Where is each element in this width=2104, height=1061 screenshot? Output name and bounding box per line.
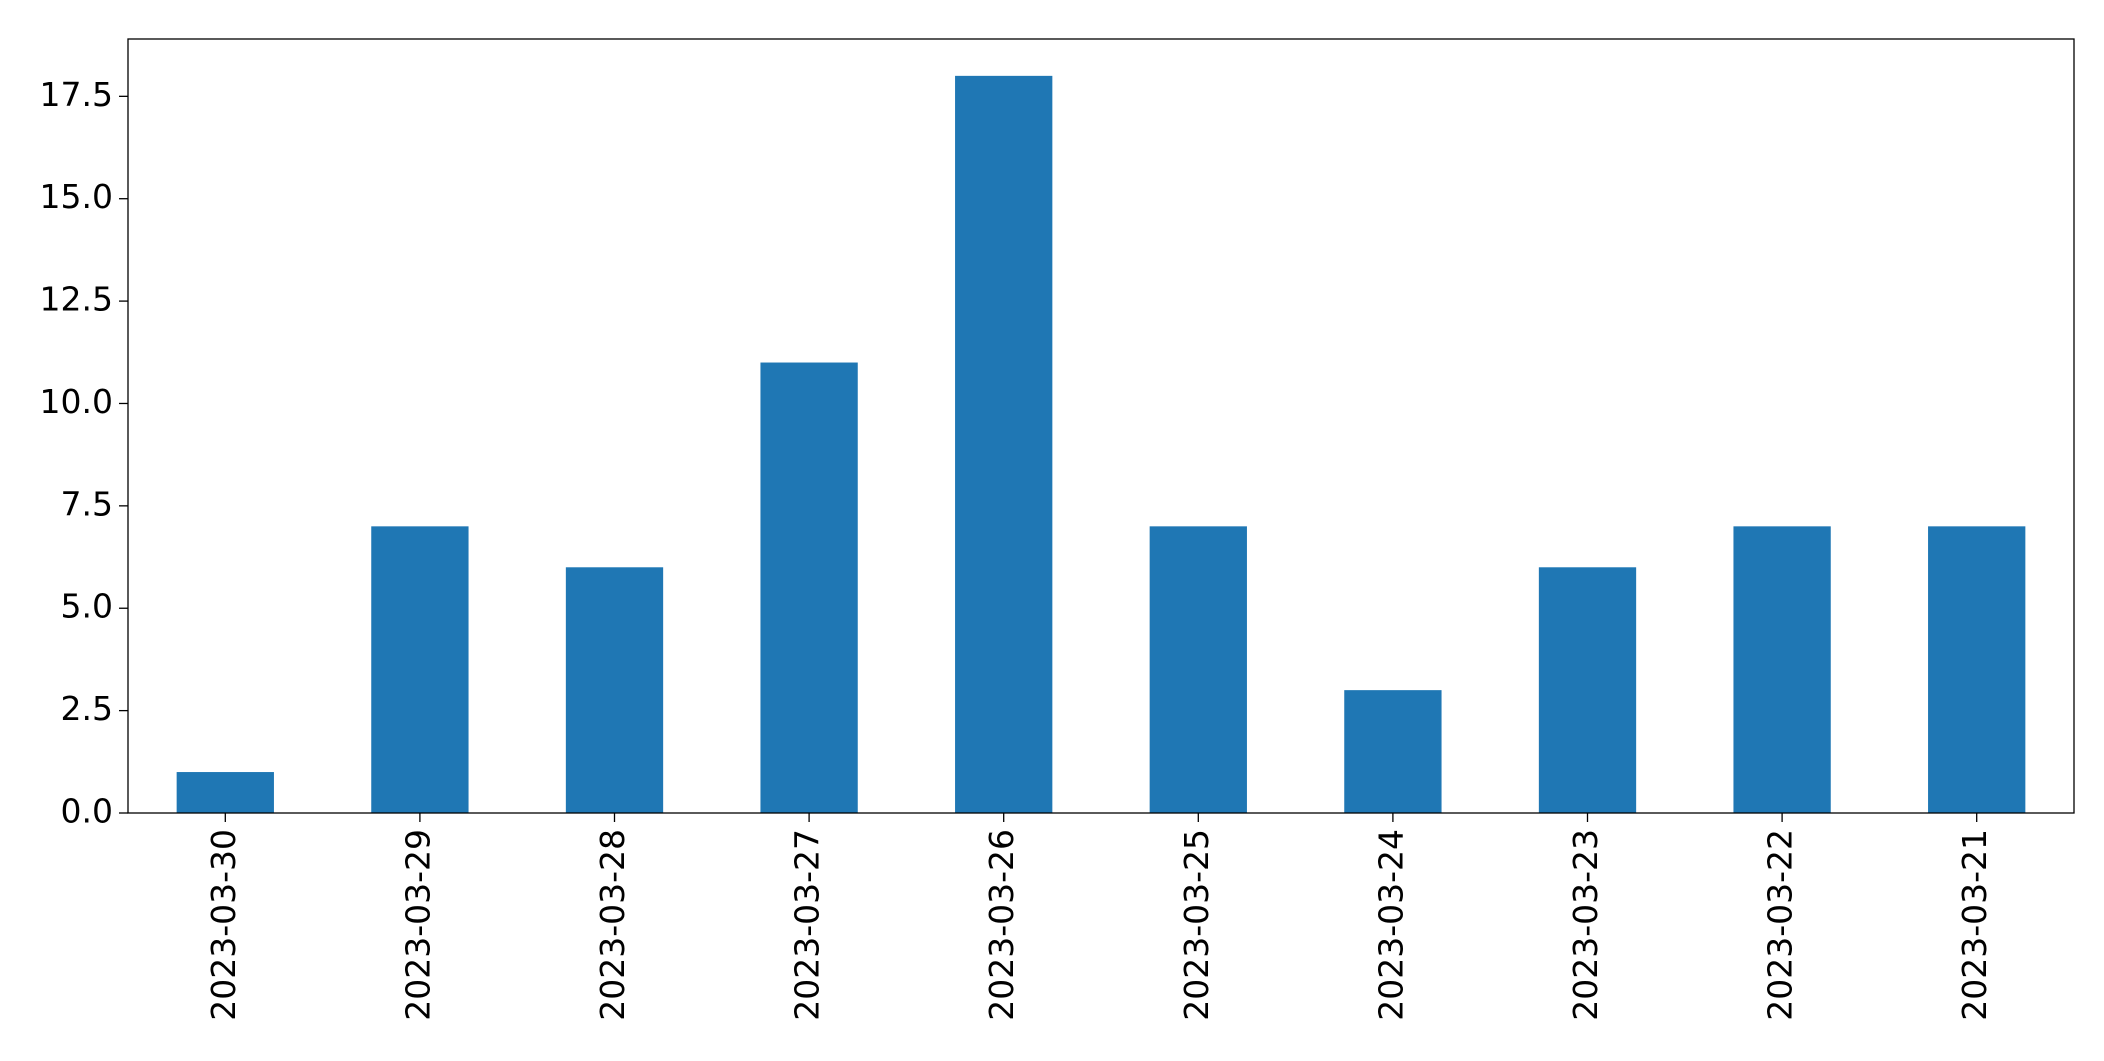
y-tick-label: 10.0 xyxy=(40,382,113,421)
y-tick-label: 0.0 xyxy=(61,792,113,831)
x-tick-label: 2023-03-27 xyxy=(788,829,827,1021)
y-tick-label: 7.5 xyxy=(61,484,113,523)
bar xyxy=(1733,526,1831,813)
y-tick-label: 17.5 xyxy=(40,75,113,114)
x-tick-label: 2023-03-26 xyxy=(982,829,1021,1021)
bar xyxy=(760,362,858,813)
bar xyxy=(1538,567,1637,813)
x-tick-label: 2023-03-22 xyxy=(1761,829,1800,1021)
bar xyxy=(1928,526,2026,813)
plot-frame xyxy=(127,38,2075,814)
x-tick-label: 2023-03-28 xyxy=(593,829,632,1021)
x-tick-label: 2023-03-30 xyxy=(204,829,243,1021)
y-tick-label: 12.5 xyxy=(40,280,113,319)
y-tick-label: 15.0 xyxy=(40,177,113,216)
bar xyxy=(565,567,664,813)
bar xyxy=(1149,526,1247,813)
x-tick-label: 2023-03-21 xyxy=(1955,829,1994,1021)
y-tick-label: 2.5 xyxy=(61,689,113,728)
x-tick-label: 2023-03-24 xyxy=(1371,829,1410,1021)
x-tick-label: 2023-03-23 xyxy=(1566,829,1605,1021)
x-tick-label: 2023-03-25 xyxy=(1177,829,1216,1021)
y-tick-label: 5.0 xyxy=(61,587,113,626)
bar xyxy=(955,75,1053,814)
bar xyxy=(371,526,469,813)
bar xyxy=(176,772,274,813)
x-tick-label: 2023-03-29 xyxy=(398,829,437,1021)
bar xyxy=(1344,690,1442,813)
